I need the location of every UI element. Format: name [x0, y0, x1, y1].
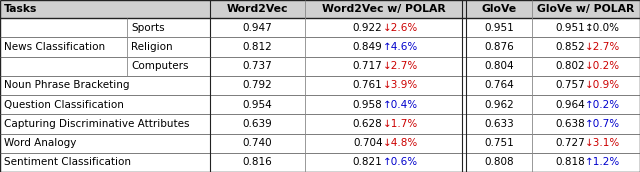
Text: Word2Vec w/ POLAR: Word2Vec w/ POLAR [322, 4, 445, 14]
Text: 0.962: 0.962 [484, 100, 514, 110]
Text: 0.757: 0.757 [556, 80, 585, 90]
Text: 0.633: 0.633 [484, 119, 514, 129]
Text: ↓3.1%: ↓3.1% [585, 138, 620, 148]
Text: Computers: Computers [131, 61, 189, 71]
Text: ↓2.6%: ↓2.6% [383, 23, 418, 33]
Text: 0.812: 0.812 [243, 42, 273, 52]
Text: 0.751: 0.751 [484, 138, 514, 148]
Text: ↓0.9%: ↓0.9% [585, 80, 620, 90]
Text: Sentiment Classification: Sentiment Classification [4, 157, 131, 167]
Text: 0.740: 0.740 [243, 138, 272, 148]
Text: 0.816: 0.816 [243, 157, 273, 167]
Text: 0.737: 0.737 [243, 61, 273, 71]
Text: ↑0.6%: ↑0.6% [383, 157, 418, 167]
Bar [0, 18, 640, 172]
Text: 0.954: 0.954 [243, 100, 273, 110]
Text: ↓0.2%: ↓0.2% [585, 61, 620, 71]
Text: 0.951: 0.951 [484, 23, 514, 33]
Text: Religion: Religion [131, 42, 173, 52]
Text: ↓1.7%: ↓1.7% [383, 119, 418, 129]
Text: ↓4.8%: ↓4.8% [383, 138, 418, 148]
Text: ↓2.7%: ↓2.7% [585, 42, 620, 52]
Text: Tasks: Tasks [4, 4, 37, 14]
Text: 0.947: 0.947 [243, 23, 273, 33]
Text: 0.922: 0.922 [353, 23, 383, 33]
Text: 0.821: 0.821 [353, 157, 383, 167]
Text: 0.818: 0.818 [556, 157, 585, 167]
Bar [0, 0, 640, 18]
Text: Word Analogy: Word Analogy [4, 138, 76, 148]
Text: ↑0.2%: ↑0.2% [585, 100, 620, 110]
Text: 0.964: 0.964 [556, 100, 585, 110]
Text: ↑0.7%: ↑0.7% [585, 119, 620, 129]
Text: 0.951: 0.951 [556, 23, 585, 33]
Text: Capturing Discriminative Attributes: Capturing Discriminative Attributes [4, 119, 189, 129]
Text: 0.958: 0.958 [353, 100, 383, 110]
Text: GloVe w/ POLAR: GloVe w/ POLAR [538, 4, 635, 14]
Text: ↑4.6%: ↑4.6% [383, 42, 418, 52]
Text: ↑0.4%: ↑0.4% [383, 100, 418, 110]
Text: ↕0.0%: ↕0.0% [585, 23, 620, 33]
Text: News Classification: News Classification [4, 42, 105, 52]
Text: 0.761: 0.761 [353, 80, 383, 90]
Text: 0.852: 0.852 [556, 42, 585, 52]
Text: 0.876: 0.876 [484, 42, 514, 52]
Text: Noun Phrase Bracketing: Noun Phrase Bracketing [4, 80, 129, 90]
Text: 0.802: 0.802 [556, 61, 585, 71]
Text: ↓3.9%: ↓3.9% [383, 80, 418, 90]
Text: Question Classification: Question Classification [4, 100, 124, 110]
Text: 0.638: 0.638 [556, 119, 585, 129]
Text: 0.704: 0.704 [353, 138, 383, 148]
Text: 0.808: 0.808 [484, 157, 514, 167]
Text: 0.764: 0.764 [484, 80, 514, 90]
Text: 0.804: 0.804 [484, 61, 514, 71]
Text: Sports: Sports [131, 23, 164, 33]
Text: 0.849: 0.849 [353, 42, 383, 52]
Text: ↑1.2%: ↑1.2% [585, 157, 620, 167]
Text: 0.628: 0.628 [353, 119, 383, 129]
Text: GloVe: GloVe [481, 4, 516, 14]
Text: ↓2.7%: ↓2.7% [383, 61, 418, 71]
Text: Word2Vec: Word2Vec [227, 4, 288, 14]
Text: 0.717: 0.717 [353, 61, 383, 71]
Text: 0.727: 0.727 [556, 138, 585, 148]
Text: 0.792: 0.792 [243, 80, 273, 90]
Text: 0.639: 0.639 [243, 119, 273, 129]
